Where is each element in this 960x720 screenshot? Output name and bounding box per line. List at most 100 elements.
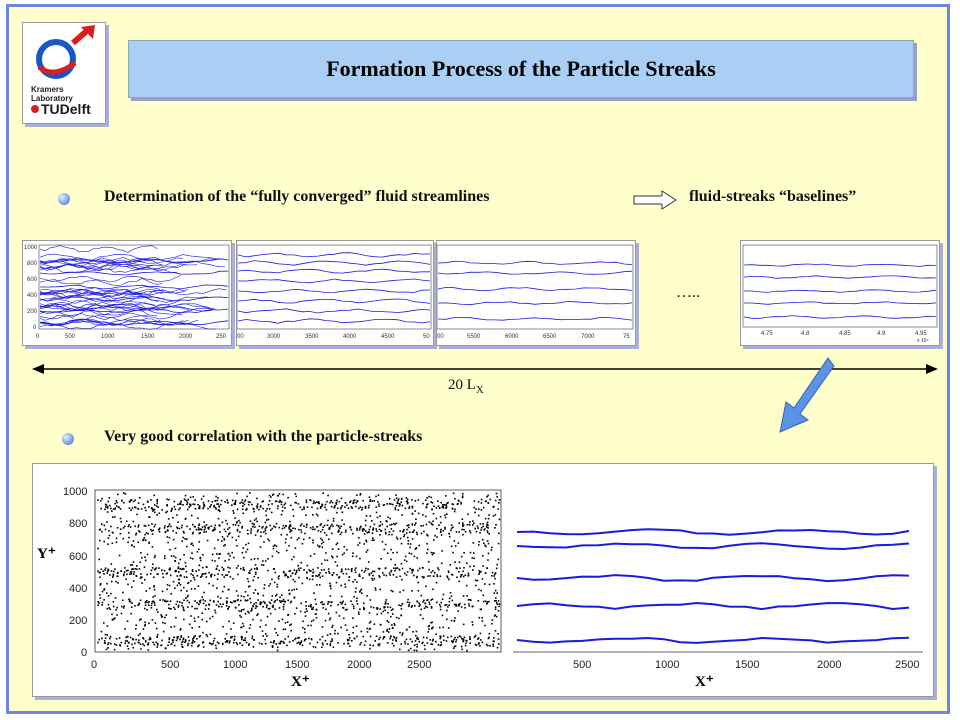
particle bbox=[380, 530, 383, 532]
particle bbox=[265, 526, 268, 528]
particle bbox=[325, 552, 327, 554]
particle bbox=[132, 646, 134, 649]
particle bbox=[378, 503, 380, 505]
particle bbox=[236, 643, 239, 646]
particle bbox=[460, 606, 463, 608]
particle bbox=[363, 571, 366, 573]
particle bbox=[202, 506, 205, 509]
particle bbox=[198, 506, 201, 508]
particle bbox=[314, 646, 317, 649]
particle bbox=[249, 624, 252, 626]
particle bbox=[444, 604, 446, 606]
particle bbox=[101, 530, 103, 533]
particle bbox=[395, 616, 398, 619]
particle bbox=[408, 524, 410, 526]
particle bbox=[224, 560, 226, 562]
particle bbox=[258, 508, 260, 511]
particle bbox=[346, 608, 348, 611]
particle bbox=[290, 600, 293, 603]
particle bbox=[458, 580, 460, 583]
particle bbox=[450, 529, 452, 532]
particle bbox=[202, 602, 205, 605]
ellipsis: ….. bbox=[676, 284, 700, 301]
streamline bbox=[39, 296, 229, 302]
particle bbox=[123, 525, 126, 528]
particle bbox=[134, 568, 137, 570]
particle bbox=[299, 610, 302, 613]
particle bbox=[366, 627, 369, 630]
particle bbox=[408, 507, 410, 510]
particle bbox=[381, 540, 384, 543]
particle bbox=[486, 602, 488, 604]
particle bbox=[413, 529, 415, 531]
particle bbox=[209, 642, 212, 645]
page-title: Formation Process of the Particle Streak… bbox=[326, 56, 716, 81]
particle bbox=[172, 538, 175, 541]
particle bbox=[369, 635, 372, 638]
particle bbox=[202, 566, 204, 569]
particle bbox=[347, 507, 350, 510]
particle bbox=[139, 632, 141, 635]
particle bbox=[386, 642, 389, 644]
particle bbox=[440, 643, 442, 646]
particle bbox=[157, 611, 159, 613]
particle bbox=[202, 495, 205, 498]
particle bbox=[491, 619, 494, 621]
particle bbox=[430, 496, 432, 499]
particle bbox=[414, 524, 416, 526]
comparison-panel: 1000 800 600 400 200 0 0 500 1000 1500 2… bbox=[32, 463, 934, 697]
particle bbox=[341, 505, 343, 507]
particle bbox=[400, 643, 402, 645]
particle bbox=[493, 592, 496, 594]
particle bbox=[197, 503, 199, 506]
particle bbox=[324, 639, 327, 642]
particle bbox=[130, 606, 133, 608]
particle bbox=[331, 639, 334, 642]
streamline bbox=[39, 303, 151, 311]
particle bbox=[406, 524, 408, 527]
particle bbox=[108, 534, 111, 537]
particle bbox=[377, 501, 379, 503]
particle bbox=[428, 603, 431, 606]
particle bbox=[110, 570, 113, 572]
particle bbox=[358, 542, 361, 544]
particle bbox=[168, 637, 171, 639]
particle bbox=[195, 570, 197, 572]
particle bbox=[287, 613, 290, 616]
streamline bbox=[39, 290, 144, 298]
particle bbox=[394, 569, 396, 572]
particle bbox=[145, 590, 147, 592]
particle bbox=[411, 571, 413, 574]
particle bbox=[153, 556, 156, 559]
particle bbox=[264, 633, 267, 635]
particle bbox=[484, 624, 486, 627]
particle bbox=[179, 574, 182, 576]
particle bbox=[276, 586, 279, 588]
particle bbox=[454, 545, 457, 547]
particle bbox=[311, 608, 313, 610]
tick-label-x: 1000 bbox=[101, 334, 115, 340]
particle bbox=[486, 530, 489, 532]
particle bbox=[183, 586, 185, 589]
particle bbox=[426, 636, 428, 639]
particle bbox=[254, 526, 256, 528]
particle bbox=[269, 583, 272, 585]
particle bbox=[198, 507, 200, 509]
particle bbox=[167, 644, 169, 647]
particle bbox=[279, 642, 282, 645]
particle bbox=[399, 530, 401, 532]
particle bbox=[135, 532, 138, 535]
particle bbox=[277, 505, 279, 507]
particle bbox=[289, 530, 291, 533]
particle bbox=[140, 508, 143, 510]
particle bbox=[177, 604, 180, 607]
particle bbox=[379, 608, 381, 610]
particle bbox=[449, 564, 451, 566]
particle bbox=[207, 507, 209, 510]
particle bbox=[188, 601, 190, 604]
particle bbox=[101, 590, 104, 593]
particle bbox=[221, 574, 224, 576]
particle bbox=[152, 600, 155, 603]
particle bbox=[187, 644, 189, 647]
particle bbox=[436, 601, 438, 604]
